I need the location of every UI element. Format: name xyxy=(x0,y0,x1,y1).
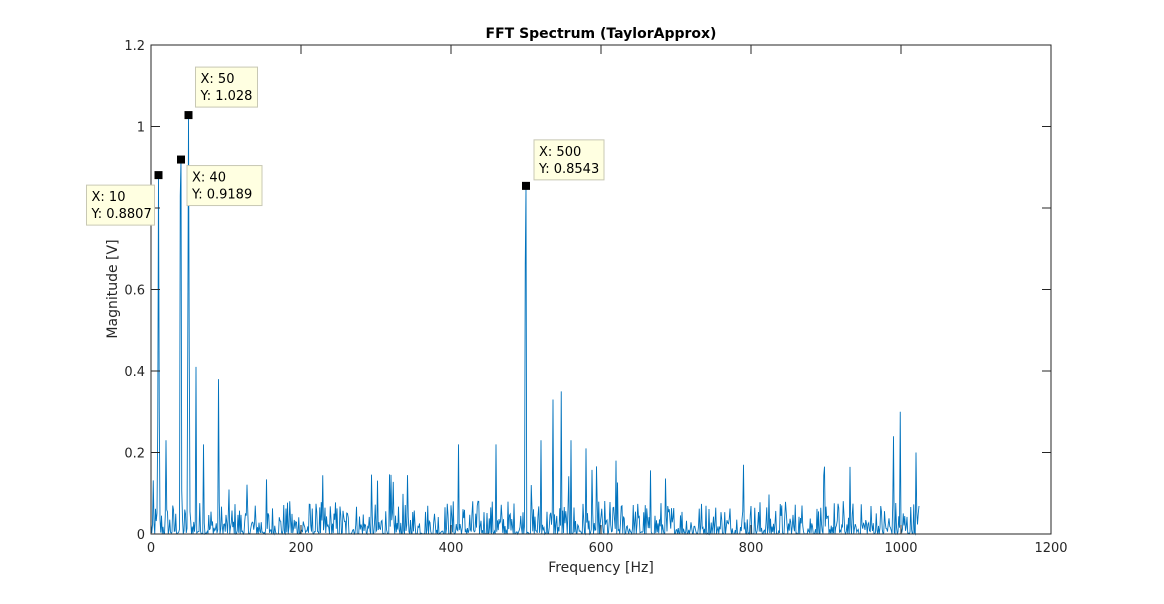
data-tip[interactable]: X: 10 Y: 0.8807 xyxy=(86,171,163,226)
data-tip[interactable]: X: 500 Y: 0.8543 xyxy=(522,139,605,190)
data-tip-y-label: Y: 0.8543 xyxy=(538,162,599,177)
data-tip-y-label: Y: 0.9189 xyxy=(191,188,252,203)
data-tip-box xyxy=(86,184,155,226)
data-tip-y-label: Y: 1.028 xyxy=(200,89,253,104)
x-tick-label: 1000 xyxy=(884,541,917,556)
data-tip-marker[interactable] xyxy=(522,181,530,190)
y-tick-label: 0.4 xyxy=(124,365,145,380)
data-tip-x-label: X: 500 xyxy=(539,145,581,160)
data-tip[interactable]: X: 50 Y: 1.028 xyxy=(184,66,258,120)
data-tip-x-label: X: 50 xyxy=(201,72,235,87)
plot-area xyxy=(151,45,1051,534)
data-tip[interactable]: X: 40 Y: 0.9189 xyxy=(177,155,263,207)
x-tick-label: 600 xyxy=(589,541,614,556)
data-tip-x-label: X: 10 xyxy=(92,190,126,205)
spectrum-series xyxy=(150,115,920,536)
data-tip-box xyxy=(186,165,263,207)
x-tick-label: 400 xyxy=(439,541,464,556)
x-tick-label: 1200 xyxy=(1034,541,1067,556)
y-tick-label: 0 xyxy=(137,528,145,543)
chart-title: FFT Spectrum (TaylorApprox) xyxy=(486,26,717,42)
y-tick-label: 0.6 xyxy=(124,284,145,299)
data-tip-box xyxy=(195,66,258,108)
spectrum-line xyxy=(150,115,920,536)
x-tick-label: 200 xyxy=(289,541,314,556)
data-tip-marker[interactable] xyxy=(184,111,193,120)
y-tick-label: 0.2 xyxy=(124,447,145,462)
data-tip-box xyxy=(533,139,605,181)
data-tip-x-label: X: 40 xyxy=(192,171,226,186)
data-tip-marker[interactable] xyxy=(177,155,185,164)
x-tick-label: 800 xyxy=(739,541,764,556)
x-tick-label: 0 xyxy=(147,541,155,556)
data-tips[interactable]: X: 10 Y: 0.8807 X: 40 Y: 0.9189 X: 50 Y: 1.02… xyxy=(86,66,605,226)
y-tick-label: 1 xyxy=(137,121,145,136)
y-tick-label: 1.2 xyxy=(124,39,145,54)
y-axis-label: Magnitude [V] xyxy=(105,239,121,338)
x-axis-label: Frequency [Hz] xyxy=(548,560,654,576)
data-tip-y-label: Y: 0.8807 xyxy=(91,207,152,222)
data-tip-marker[interactable] xyxy=(154,171,163,180)
